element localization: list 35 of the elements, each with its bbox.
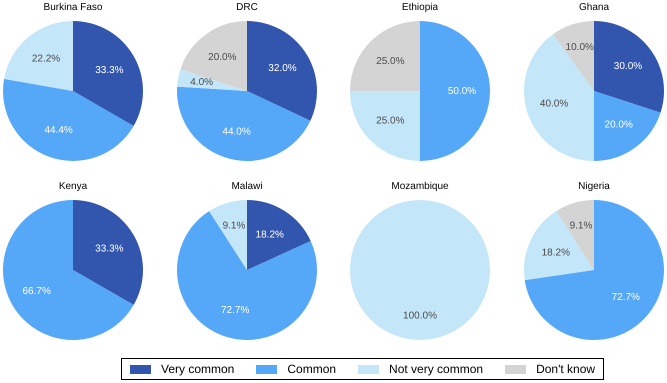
data-label: 44.0% [222, 126, 251, 138]
data-label: 18.2% [542, 247, 570, 258]
legend-label: Common [286, 362, 336, 376]
data-label: 40.0% [540, 98, 568, 110]
chart-title: Ghana [578, 2, 610, 13]
data-label: 9.1% [222, 220, 246, 232]
chart-title: Malawi [230, 181, 264, 192]
chart-title: DRC [235, 2, 259, 13]
data-label: 25.0% [376, 115, 405, 126]
data-label: 20.0% [604, 120, 633, 131]
legend-label: Not very common [388, 362, 484, 376]
data-label: 30.0% [614, 61, 642, 72]
data-label: 72.7% [220, 305, 250, 316]
chart-title: Burkina Faso [42, 2, 104, 13]
data-label: 20.0% [208, 52, 237, 63]
chart-title: Kenya [58, 181, 88, 192]
data-label: 66.7% [22, 286, 51, 297]
data-label: 72.7% [612, 292, 640, 304]
legend-label: Very common [160, 362, 234, 376]
legend-label: Don't know [535, 362, 596, 376]
data-label: 9.1% [570, 220, 592, 232]
chart-title: Nigeria [577, 181, 611, 192]
chart-title: Mozambique [390, 181, 450, 192]
chart-title: Ethiopia [400, 2, 440, 13]
data-label: 10.0% [566, 42, 594, 53]
data-label: 18.2% [256, 229, 284, 240]
data-label: 32.0% [268, 63, 297, 74]
data-label: 50.0% [448, 86, 476, 97]
data-label: 25.0% [376, 56, 405, 68]
data-label: 4.0% [190, 77, 214, 88]
data-label: 22.2% [32, 54, 60, 65]
data-label: 33.3% [95, 64, 124, 76]
data-label: 100.0% [403, 310, 438, 322]
data-label: 33.3% [95, 244, 124, 255]
data-label: 44.4% [44, 125, 73, 136]
